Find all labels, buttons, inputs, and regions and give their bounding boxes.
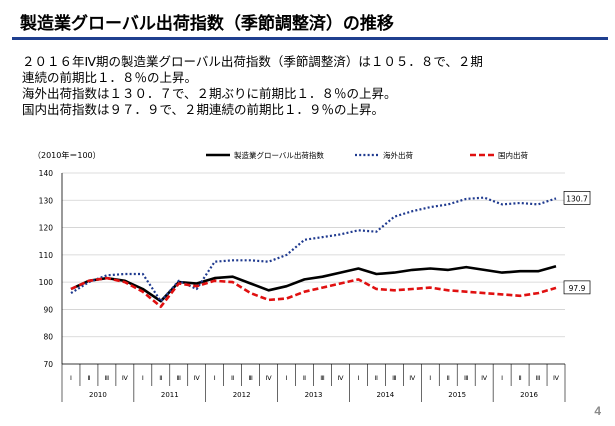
y-tick-label: 100 [39,278,54,287]
quarter-label: Ⅱ [303,374,306,382]
quarter-label: Ⅳ [337,374,343,382]
y-tick-label: 130 [39,196,54,205]
quarter-label: Ⅲ [105,374,109,382]
legend-label: 国内出荷 [498,150,528,160]
page-title: 製造業グローバル出荷指数（季節調整済）の推移 [20,14,394,34]
x-axis-labels: Ⅰ Ⅱ Ⅲ Ⅳ Ⅰ Ⅱ Ⅲ Ⅳ Ⅰ Ⅱ Ⅲ Ⅳ Ⅰ Ⅱ Ⅲ Ⅳ Ⅰ Ⅱ Ⅲ Ⅳ Ⅰ Ⅱ Ⅲ Ⅳ Ⅰ Ⅱ Ⅲ Ⅳ 2010 2011 2012… [61,364,566,402]
quarter-label: Ⅳ [553,374,559,382]
quarter-label: Ⅰ [70,374,72,382]
series-lines [70,196,557,308]
quarter-label: Ⅰ [429,374,431,382]
quarter-label: Ⅰ [142,374,144,382]
line-chart: （2010年＝100） 製造業グローバル出荷指数 海外出荷 国内出荷 70 80 90 1… [33,150,591,402]
gridlines [62,172,565,365]
quarter-label: Ⅲ [392,374,396,382]
summary-line: 国内出荷指数は９７．９で、２期連続の前期比１．９％の上昇。 [22,102,385,117]
page-number: 4 [594,404,601,418]
quarter-label: Ⅰ [501,374,503,382]
axes [61,173,565,365]
quarter-label: Ⅱ [447,374,450,382]
quarter-label: Ⅲ [464,374,468,382]
end-label-box [563,280,591,295]
quarter-label: Ⅳ [194,374,200,382]
year-label: 2013 [305,391,323,399]
quarter-label: Ⅳ [122,374,128,382]
end-label-box [563,191,591,205]
summary-line: 海外出荷指数は１３０．７で、２期ぶりに前期比１．８％の上昇。 [22,86,397,101]
summary-line: 連続の前期比１．８％の上昇。 [22,70,198,85]
y-tick-label: 110 [39,251,54,260]
quarter-label: Ⅱ [87,374,90,382]
y-tick-label: 80 [43,333,53,342]
y-tick-label: 140 [39,169,54,178]
series-line [70,276,557,308]
y-axis-ticks: 70 80 90 100 110 120 130 140 [39,169,54,369]
quarter-label: Ⅲ [536,374,540,382]
quarter-label: Ⅲ [177,374,181,382]
quarter-label: Ⅰ [286,374,288,382]
year-label: 2012 [233,391,251,399]
series-line [70,196,557,303]
y-tick-label: 90 [43,305,53,314]
quarter-label: Ⅰ [214,374,216,382]
year-label: 2014 [376,391,394,399]
legend-label: 海外出荷 [383,150,413,160]
summary-text: ２０１６年Ⅳ期の製造業グローバル出荷指数（季節調整済）は１０５．８で、２期 連続… [22,54,602,118]
unit-label: （2010年＝100） [33,150,101,160]
year-label: 2011 [161,391,179,399]
series-line [70,265,557,303]
title-underline [12,37,608,40]
year-label: 2010 [89,391,107,399]
quarter-label: Ⅲ [248,374,252,382]
legend: 製造業グローバル出荷指数 海外出荷 国内出荷 [206,150,528,160]
end-value-labels: 130.7 97.9 [563,191,591,295]
quarter-label: Ⅱ [518,374,521,382]
end-label: 97.9 [569,284,586,293]
quarter-label: Ⅳ [481,374,487,382]
y-tick-label: 70 [43,360,53,369]
quarter-label: Ⅱ [231,374,234,382]
quarter-label: Ⅲ [320,374,324,382]
summary-line: ２０１６年Ⅳ期の製造業グローバル出荷指数（季節調整済）は１０５．８で、２期 [22,54,483,69]
quarter-label: Ⅱ [159,374,162,382]
quarter-label: Ⅱ [375,374,378,382]
end-label: 130.7 [566,194,588,203]
legend-label: 製造業グローバル出荷指数 [234,150,324,160]
quarter-label: Ⅳ [409,374,415,382]
quarter-label: Ⅰ [357,374,359,382]
year-label: 2016 [520,391,538,399]
year-label: 2015 [448,391,466,399]
quarter-label: Ⅳ [266,374,272,382]
y-tick-label: 120 [39,224,54,233]
